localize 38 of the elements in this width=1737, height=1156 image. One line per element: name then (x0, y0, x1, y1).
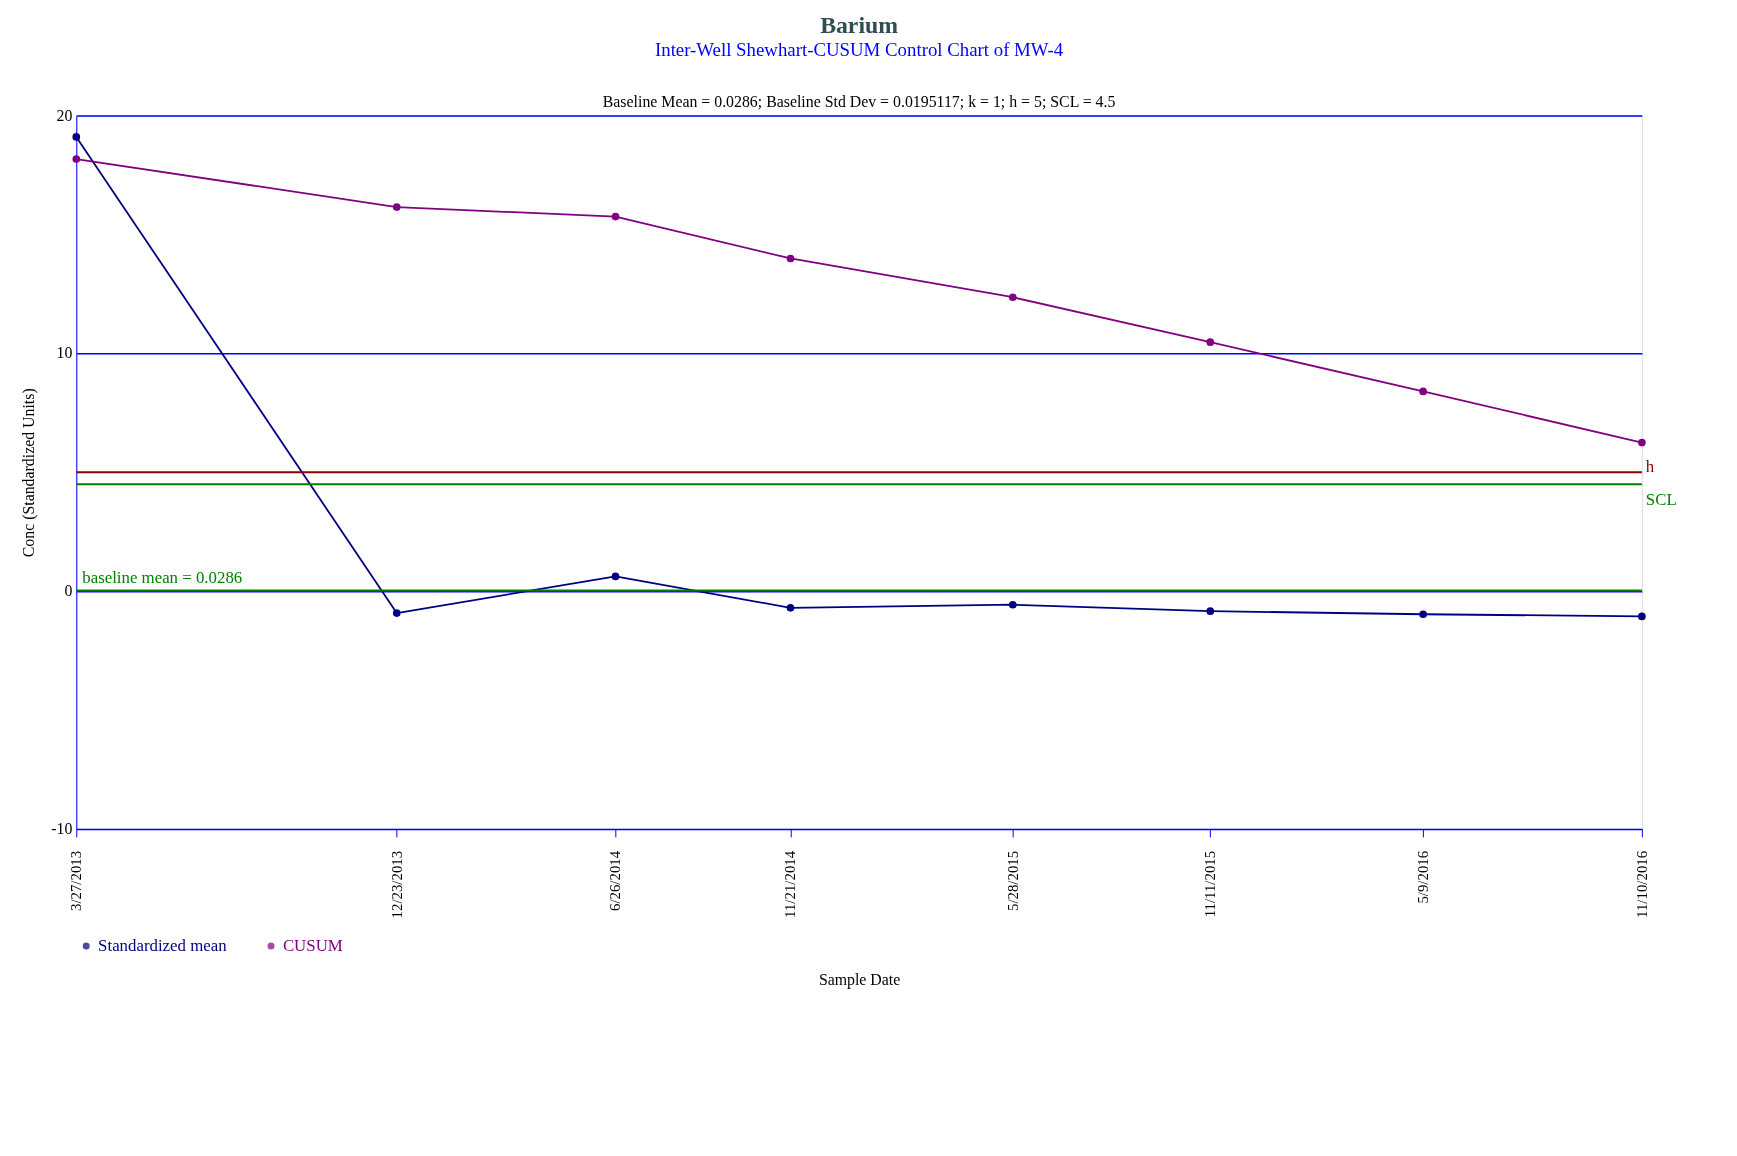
point (786, 254, 795, 263)
x-tick-label: 6/26/2014 (607, 850, 624, 912)
ref-line-label: baseline mean = 0.0286 (82, 567, 243, 587)
x-tick-label: 3/27/2013 (68, 850, 85, 912)
ref-line-label: h (1645, 457, 1655, 477)
point (72, 133, 81, 141)
point (392, 609, 401, 617)
point (1638, 612, 1646, 621)
ref-line-label: SCL (1645, 489, 1677, 509)
point (72, 155, 81, 163)
point (786, 603, 795, 612)
x-tick-label: 11/11/2015 (1202, 850, 1219, 918)
y-axis-title: Conc (Standardized Units) (19, 388, 38, 558)
point (1419, 387, 1427, 396)
y-tick-label: 0 (64, 582, 73, 600)
y-tick-label: 10 (56, 344, 73, 362)
chart-title: Barium (820, 12, 899, 39)
y-tick-label: -10 (51, 819, 73, 837)
legend-label: CUSUM (282, 935, 343, 955)
point (1638, 438, 1646, 447)
chart-subtitle: Inter-Well Shewhart-CUSUM Control Chart of MW-4 (654, 39, 1064, 61)
point (1008, 600, 1017, 609)
y-tick-label: 20 (56, 106, 73, 124)
text: Baseline Mean = 0.0286; Baseline Std Dev = 0.0195117; k = 1; h = 5; SCL = 4.5 (602, 92, 1116, 110)
x-tick-label: 5/28/2015 (1004, 850, 1021, 912)
point (611, 212, 620, 221)
x-tick-label: 11/10/2016 (1633, 850, 1650, 918)
x-axis-title: Sample Date (818, 970, 901, 989)
point (611, 572, 620, 581)
point (1419, 610, 1427, 619)
x-tick-label: 5/9/2016 (1415, 850, 1432, 904)
x-tick-label: 11/21/2014 (782, 850, 799, 918)
point (392, 203, 401, 211)
point (1206, 338, 1215, 347)
legend-label: Standardized mean (98, 935, 228, 955)
x-tick-label: 12/23/2013 (388, 850, 405, 919)
point (1008, 293, 1017, 302)
point (1206, 607, 1215, 615)
